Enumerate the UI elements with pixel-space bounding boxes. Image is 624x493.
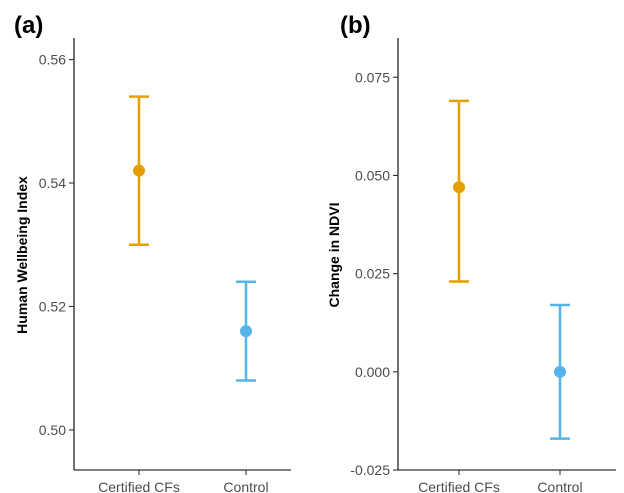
- mean-point: [453, 181, 465, 194]
- y-tick-label: 0.56: [39, 52, 66, 68]
- panel-b-y-ticks: -0.025 0.000 0.025 0.050 0.075: [350, 69, 398, 478]
- y-tick-label: 0.025: [355, 266, 390, 282]
- y-tick-label: 0.000: [355, 364, 390, 380]
- mean-point: [554, 365, 566, 378]
- panel-b-y-axis-title: Change in NDVI: [326, 202, 342, 307]
- panel-a-x-ticks: Certified CFs Control: [98, 470, 269, 493]
- panel-b-marks: [449, 99, 570, 440]
- y-tick-label: 0.050: [355, 167, 390, 183]
- panel-a-y-ticks: 0.50 0.52 0.54 0.56: [39, 52, 74, 438]
- y-tick-label: 0.075: [355, 69, 390, 85]
- x-tick-label: Control: [223, 479, 268, 493]
- panel-a-y-axis-title: Human Wellbeing Index: [14, 176, 30, 334]
- panel-a: (a) Human Wellbeing Index 0.500.520.540.…: [14, 12, 291, 493]
- x-tick-label: Certified CFs: [98, 479, 180, 493]
- mean-point: [133, 164, 145, 177]
- y-tick-label: 0.50: [39, 422, 66, 438]
- x-tick-label: Control: [537, 479, 582, 493]
- panel-a-label: (a): [14, 12, 43, 39]
- panel-b: (b) Change in NDVI -0.025 0.000 0.025 0.050…: [326, 12, 616, 493]
- y-tick-label: 0.54: [39, 175, 66, 191]
- y-tick-label: 0.52: [39, 298, 66, 314]
- panel-b-label: (b): [340, 12, 371, 39]
- x-tick-label: Certified CFs: [418, 479, 500, 493]
- mean-point: [240, 325, 252, 338]
- y-tick-label: -0.025: [350, 462, 390, 478]
- panel-b-x-ticks: Certified CFs Control: [418, 470, 583, 493]
- panel-a-marks: [129, 95, 256, 382]
